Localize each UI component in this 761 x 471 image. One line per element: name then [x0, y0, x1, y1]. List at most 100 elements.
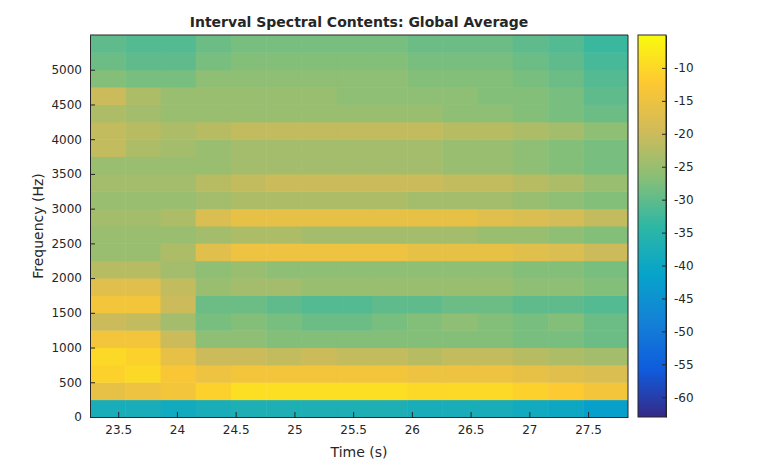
title: Interval Spectral Contents: Global Avera… [190, 14, 529, 30]
tick: -20 [662, 127, 694, 141]
tick-mark [236, 412, 237, 417]
tick-mark [90, 174, 95, 175]
cell [125, 70, 161, 88]
cell [301, 191, 337, 209]
tick: -25 [662, 160, 694, 174]
cell [407, 174, 443, 192]
cell [90, 348, 126, 366]
cell [160, 243, 196, 261]
cell [337, 70, 373, 88]
cell [372, 157, 408, 175]
cell [548, 35, 584, 53]
cell [231, 70, 267, 88]
tick-mark [90, 313, 95, 314]
cell [478, 87, 514, 105]
tick: -60 [662, 391, 694, 405]
cell [337, 174, 373, 192]
cell [125, 87, 161, 105]
cell [583, 209, 628, 227]
cell [90, 209, 126, 227]
cell [231, 157, 267, 175]
cell [160, 382, 196, 400]
cell [442, 174, 478, 192]
frame [90, 35, 628, 36]
tick-label: -10 [674, 61, 694, 75]
tick: 26.5 [458, 412, 485, 437]
cell [548, 174, 584, 192]
tick: -45 [662, 292, 694, 306]
cell [231, 209, 267, 227]
cell [231, 295, 267, 313]
tick-mark [662, 364, 666, 365]
cell [337, 261, 373, 279]
cell [372, 87, 408, 105]
cell [337, 278, 373, 296]
cell [301, 330, 337, 348]
cell [90, 382, 126, 400]
cell [548, 226, 584, 244]
cell [125, 295, 161, 313]
tick: -55 [662, 358, 694, 372]
cell [372, 35, 408, 53]
tick-mark [662, 298, 666, 299]
cell [407, 365, 443, 383]
cell [196, 35, 232, 53]
cell [407, 330, 443, 348]
cell [301, 295, 337, 313]
cell [478, 139, 514, 157]
tick-mark [471, 412, 472, 417]
axis-line [666, 36, 667, 418]
cell [442, 382, 478, 400]
cell [407, 400, 443, 417]
tick: -10 [662, 61, 694, 75]
cell [583, 348, 628, 366]
cell [160, 191, 196, 209]
cell [196, 104, 232, 122]
cell [337, 382, 373, 400]
cell [231, 313, 267, 331]
cell [266, 330, 302, 348]
cell [301, 139, 337, 157]
tick-mark [90, 278, 95, 279]
cell [372, 295, 408, 313]
tick-label: 25 [287, 423, 302, 437]
cell [407, 139, 443, 157]
cell [160, 226, 196, 244]
cell [548, 139, 584, 157]
cell [125, 104, 161, 122]
cell [231, 226, 267, 244]
cell [160, 209, 196, 227]
tick-mark [662, 200, 666, 201]
cell [372, 209, 408, 227]
cell [478, 400, 514, 417]
cell [372, 330, 408, 348]
cell [266, 226, 302, 244]
tick-label: -25 [674, 160, 694, 174]
tick: -50 [662, 325, 694, 339]
cell [160, 295, 196, 313]
cell [337, 122, 373, 140]
cell [478, 382, 514, 400]
tick: -35 [662, 226, 694, 240]
tick-label: 2500 [51, 237, 82, 251]
cell [196, 382, 232, 400]
tick: 3000 [51, 202, 95, 216]
cell [583, 87, 628, 105]
cell [478, 295, 514, 313]
cell [407, 191, 443, 209]
cell [90, 52, 126, 70]
cell [583, 382, 628, 400]
cell [196, 226, 232, 244]
cell [372, 400, 408, 417]
cell [125, 365, 161, 383]
cell [125, 157, 161, 175]
cell [407, 243, 443, 261]
cell [407, 35, 443, 53]
cell [90, 261, 126, 279]
cell [196, 70, 232, 88]
tick-label: 2000 [51, 271, 82, 285]
cell [442, 295, 478, 313]
cell [231, 52, 267, 70]
heatmap-cells [90, 35, 628, 417]
cell [583, 400, 628, 417]
